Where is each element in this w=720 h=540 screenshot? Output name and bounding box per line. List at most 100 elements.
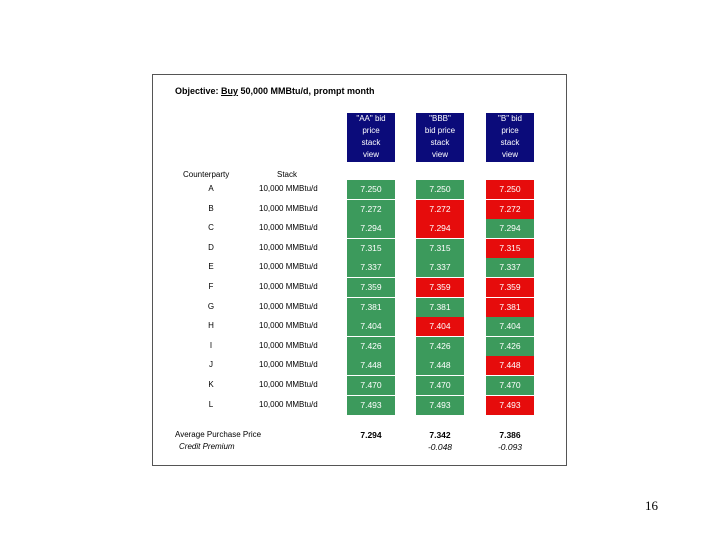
- table-row: J 10,000 MMBtu/d 7.448 7.448 7.448: [153, 356, 568, 376]
- column-header-line: view: [431, 150, 448, 159]
- price-cell-bbb: 7.426: [416, 336, 464, 356]
- counterparty-cell: D: [208, 242, 214, 252]
- price-cell-bbb: 7.448: [416, 356, 464, 376]
- price-cell-bbb: 7.272: [416, 199, 464, 219]
- stack-cell: 10,000 MMBtu/d: [259, 340, 318, 350]
- table-row: H 10,000 MMBtu/d 7.404 7.404 7.404: [153, 317, 568, 337]
- stack-cell: 10,000 MMBtu/d: [259, 282, 318, 291]
- counterparty-cell: C: [208, 223, 214, 233]
- avg-price-bbb: 7.342: [429, 430, 451, 440]
- column-header-line: view: [362, 150, 379, 159]
- column-header-line: stack: [361, 138, 381, 147]
- counterparty-cell: I: [209, 340, 213, 350]
- counterparty-cell: J: [209, 360, 213, 370]
- column-header-line: "B" bid: [498, 114, 522, 123]
- premium-b: -0.093: [497, 442, 523, 452]
- price-cell-aa: 7.470: [347, 376, 395, 395]
- table-row: D 10,000 MMBtu/d 7.315 7.315 7.315: [153, 238, 568, 258]
- price-cell-bbb: 7.359: [416, 278, 464, 297]
- column-header-line: price: [362, 126, 380, 135]
- avg-purchase-price-label: Average Purchase Price: [175, 430, 262, 439]
- objective-verb: Buy: [221, 86, 239, 96]
- price-cell-b: 7.250: [486, 180, 534, 199]
- price-cell-bbb: 7.250: [416, 180, 464, 199]
- price-cell-aa: 7.493: [347, 395, 395, 415]
- stack-cell: 10,000 MMBtu/d: [259, 223, 318, 233]
- column-header-line: view: [501, 150, 518, 159]
- counterparty-cell: G: [207, 301, 215, 311]
- table-row: F 10,000 MMBtu/d 7.359 7.359 7.359: [153, 278, 568, 297]
- stack-cell: 10,000 MMBtu/d: [259, 203, 318, 213]
- table-row: L 10,000 MMBtu/d 7.493 7.493 7.493: [153, 395, 568, 415]
- price-cell-b: 7.294: [486, 219, 534, 239]
- price-cell-b: 7.404: [486, 317, 534, 337]
- price-cell-aa: 7.359: [347, 278, 395, 297]
- aa-bid-stack-header: "AA" bid price stack view: [347, 113, 395, 162]
- price-cell-bbb: 7.337: [416, 258, 464, 278]
- price-cell-aa: 7.426: [347, 336, 395, 356]
- column-header-line: stack: [500, 138, 520, 147]
- price-cell-aa: 7.448: [347, 356, 395, 376]
- price-cell-b: 7.272: [486, 199, 534, 219]
- objective-title: Objective: Buy 50,000 MMBtu/d, prompt mo…: [175, 86, 375, 96]
- table-row: B 10,000 MMBtu/d 7.272 7.272 7.272: [153, 199, 568, 219]
- price-cell-aa: 7.337: [347, 258, 395, 278]
- counterparty-header: Counterparty: [183, 170, 230, 179]
- column-header-line: "BBB": [429, 114, 451, 123]
- bbb-bid-stack-header: "BBB" bid price stack view: [416, 113, 464, 162]
- counterparty-cell: K: [208, 380, 214, 389]
- premium-bbb: -0.048: [427, 442, 453, 452]
- table-row: G 10,000 MMBtu/d 7.381 7.381 7.381: [153, 297, 568, 317]
- price-cell-aa: 7.404: [347, 317, 395, 337]
- stack-cell: 10,000 MMBtu/d: [259, 242, 318, 252]
- column-header-line: price: [501, 126, 519, 135]
- counterparty-cell: E: [208, 262, 214, 272]
- price-cell-aa: 7.315: [347, 238, 395, 258]
- avg-price-b: 7.386: [499, 430, 521, 440]
- counterparty-cell: L: [208, 399, 214, 409]
- stack-cell: 10,000 MMBtu/d: [259, 399, 318, 409]
- price-cell-b: 7.381: [486, 297, 534, 317]
- stack-cell: 10,000 MMBtu/d: [259, 262, 318, 272]
- stack-cell: 10,000 MMBtu/d: [259, 321, 318, 331]
- table-row: K 10,000 MMBtu/d 7.470 7.470 7.470: [153, 376, 568, 395]
- stack-cell: 10,000 MMBtu/d: [259, 301, 318, 311]
- column-header-line: bid price: [424, 126, 456, 135]
- price-cell-b: 7.359: [486, 278, 534, 297]
- counterparty-cell: B: [208, 203, 214, 213]
- price-cell-bbb: 7.315: [416, 238, 464, 258]
- table-row: E 10,000 MMBtu/d 7.337 7.337 7.337: [153, 258, 568, 278]
- objective-prefix: Objective:: [175, 86, 222, 96]
- column-header-line: "AA" bid: [356, 114, 386, 123]
- counterparty-cell: F: [208, 282, 214, 291]
- price-cell-b: 7.448: [486, 356, 534, 376]
- stack-cell: 10,000 MMBtu/d: [259, 380, 318, 389]
- price-cell-bbb: 7.470: [416, 376, 464, 395]
- objective-rest: 50,000 MMBtu/d, prompt month: [238, 86, 375, 96]
- counterparty-cell: H: [208, 321, 214, 331]
- stack-cell: 10,000 MMBtu/d: [259, 360, 318, 370]
- table-row: C 10,000 MMBtu/d 7.294 7.294 7.294: [153, 219, 568, 239]
- avg-price-aa: 7.294: [360, 430, 382, 440]
- table-row: A 10,000 MMBtu/d 7.250 7.250 7.250: [153, 180, 568, 199]
- counterparty-cell: A: [208, 184, 214, 193]
- price-cell-b: 7.493: [486, 395, 534, 415]
- b-bid-stack-header: "B" bid price stack view: [486, 113, 534, 162]
- bid-price-stack-panel: Objective: Buy 50,000 MMBtu/d, prompt mo…: [152, 74, 567, 466]
- price-cell-bbb: 7.404: [416, 317, 464, 337]
- credit-premium-label: Credit Premium: [179, 442, 235, 451]
- price-cell-aa: 7.294: [347, 219, 395, 239]
- price-cell-b: 7.470: [486, 376, 534, 395]
- price-cell-aa: 7.381: [347, 297, 395, 317]
- price-cell-bbb: 7.294: [416, 219, 464, 239]
- price-cell-b: 7.426: [486, 336, 534, 356]
- stack-cell: 10,000 MMBtu/d: [259, 184, 318, 193]
- stack-header: Stack: [277, 170, 298, 179]
- price-cell-bbb: 7.381: [416, 297, 464, 317]
- price-cell-bbb: 7.493: [416, 395, 464, 415]
- price-cell-aa: 7.250: [347, 180, 395, 199]
- page-number: 16: [645, 498, 658, 513]
- column-header-line: stack: [430, 138, 450, 147]
- price-cell-b: 7.337: [486, 258, 534, 278]
- price-cell-b: 7.315: [486, 238, 534, 258]
